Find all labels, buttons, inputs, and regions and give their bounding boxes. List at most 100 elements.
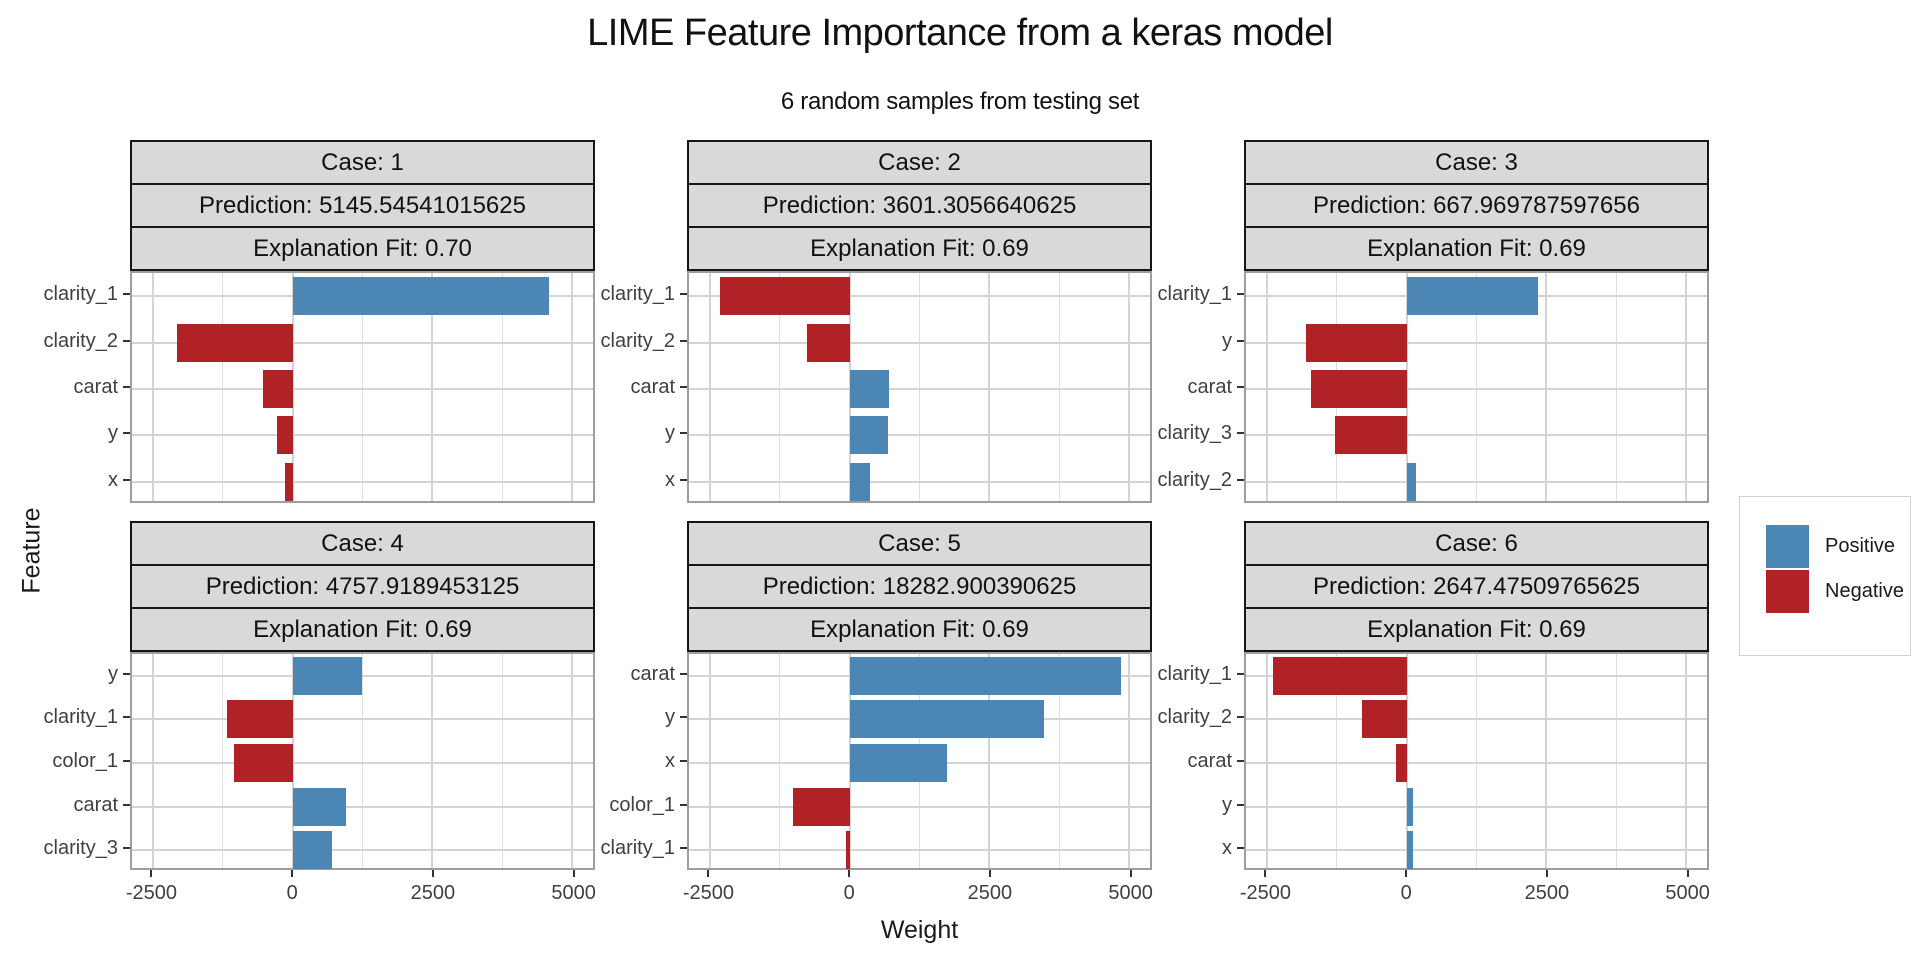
positive-bar-x (849, 744, 948, 782)
major-gridline (1545, 273, 1548, 501)
row-gridline (1246, 805, 1707, 808)
facet-strip-fit: Explanation Fit: 0.69 (687, 607, 1152, 652)
positive-bar-carat (292, 787, 347, 826)
feature-label: carat (630, 662, 675, 685)
facet-strip-prediction: Prediction: 2647.47509765625 (1244, 564, 1709, 609)
major-gridline (291, 654, 294, 868)
feature-label: clarity_1 (600, 283, 675, 306)
x-tick-label: -2500 (125, 882, 177, 904)
feature-label: y (1222, 329, 1232, 352)
y-tick-mark (680, 672, 687, 675)
minor-gridline (501, 273, 503, 501)
facet-strip-case: Case: 1 (130, 140, 595, 185)
feature-label: x (665, 468, 675, 491)
facet-strip-case: Case: 6 (1244, 521, 1709, 566)
feature-label: carat (630, 376, 675, 398)
feature-label: clarity_1 (1157, 283, 1232, 306)
y-tick-mark (123, 339, 130, 342)
feature-label: clarity_3 (1157, 422, 1232, 445)
y-tick-mark (123, 478, 130, 481)
positive-bar-clarity_1 (1406, 277, 1538, 316)
negative-bar-color_1 (793, 787, 850, 826)
feature-label: y (665, 422, 675, 445)
minor-gridline (501, 654, 503, 868)
y-tick-mark (123, 293, 130, 296)
y-tick-mark (123, 672, 130, 675)
major-gridline (988, 273, 991, 501)
y-tick-mark (680, 339, 687, 342)
feature-label: clarity_3 (43, 837, 118, 860)
x-tick-mark (572, 870, 575, 877)
major-gridline (1266, 654, 1269, 868)
facet-strip-prediction: Prediction: 4757.9189453125 (130, 564, 595, 609)
major-gridline (1405, 654, 1408, 868)
legend-item-negative: Negative (1766, 570, 1906, 613)
facet-strip-case: Case: 4 (130, 521, 595, 566)
positive-bar-y (1406, 787, 1414, 826)
feature-label: clarity_1 (43, 706, 118, 729)
y-tick-mark (123, 386, 130, 388)
negative-bar-carat (1395, 744, 1407, 782)
major-gridline (988, 654, 991, 868)
feature-label: y (108, 662, 118, 685)
major-gridline (431, 273, 434, 501)
major-gridline (152, 273, 155, 501)
row-gridline (689, 295, 1150, 298)
major-gridline (709, 273, 712, 501)
row-gridline (1246, 388, 1707, 390)
y-tick-mark (1237, 339, 1244, 342)
x-tick-mark (988, 870, 991, 877)
y-tick-mark (680, 760, 687, 762)
positive-bar-clarity_2 (1406, 462, 1417, 501)
feature-label: clarity_2 (43, 329, 118, 352)
x-tick-label: 0 (286, 882, 298, 904)
facet-strip-fit: Explanation Fit: 0.69 (1244, 226, 1709, 271)
y-tick-mark (1237, 386, 1244, 388)
minor-gridline (1476, 273, 1477, 501)
feature-label: y (108, 422, 118, 445)
y-tick-mark (680, 803, 687, 806)
y-tick-mark (123, 760, 130, 762)
legend: Positive Negative (1739, 496, 1911, 656)
row-gridline (689, 480, 1150, 483)
major-gridline (1127, 654, 1130, 868)
row-gridline (132, 434, 593, 437)
y-tick-mark (1237, 672, 1244, 675)
x-axis-title: Weight (880, 916, 959, 944)
feature-label: clarity_1 (1157, 662, 1232, 685)
major-gridline (1684, 654, 1687, 868)
x-tick-label: 0 (843, 882, 855, 904)
facet-strip-prediction: Prediction: 18282.900390625 (687, 564, 1152, 609)
minor-gridline (1615, 273, 1617, 501)
negative-bar-clarity_1 (1272, 656, 1407, 695)
feature-label: x (108, 468, 118, 491)
y-tick-mark (1237, 716, 1244, 719)
feature-label: color_1 (52, 750, 118, 772)
x-tick-mark (848, 870, 851, 877)
row-gridline (689, 341, 1150, 344)
y-tick-mark (123, 803, 130, 806)
negative-bar-clarity_1 (227, 700, 293, 739)
facet-strip-prediction: Prediction: 3601.3056640625 (687, 183, 1152, 228)
major-gridline (1684, 273, 1687, 501)
feature-label: x (665, 750, 675, 772)
major-gridline (152, 654, 155, 868)
facet-strip-fit: Explanation Fit: 0.69 (687, 226, 1152, 271)
row-gridline (1246, 341, 1707, 344)
x-tick-mark (1545, 870, 1548, 877)
facet-strip-fit: Explanation Fit: 0.69 (130, 607, 595, 652)
positive-bar-clarity_3 (292, 831, 332, 870)
x-tick-label: 2500 (967, 882, 1013, 904)
x-tick-label: 2500 (1524, 882, 1570, 904)
feature-label: color_1 (609, 793, 675, 816)
x-tick-label: 2500 (410, 882, 456, 904)
row-gridline (689, 388, 1150, 390)
row-gridline (689, 849, 1150, 852)
positive-bar-y (849, 700, 1044, 739)
y-tick-mark (680, 847, 687, 850)
negative-bar-y (277, 416, 293, 455)
chart-title: LIME Feature Importance from a keras mod… (587, 12, 1333, 54)
feature-label: clarity_1 (43, 283, 118, 306)
minor-gridline (362, 654, 363, 868)
x-tick-mark (291, 870, 294, 877)
